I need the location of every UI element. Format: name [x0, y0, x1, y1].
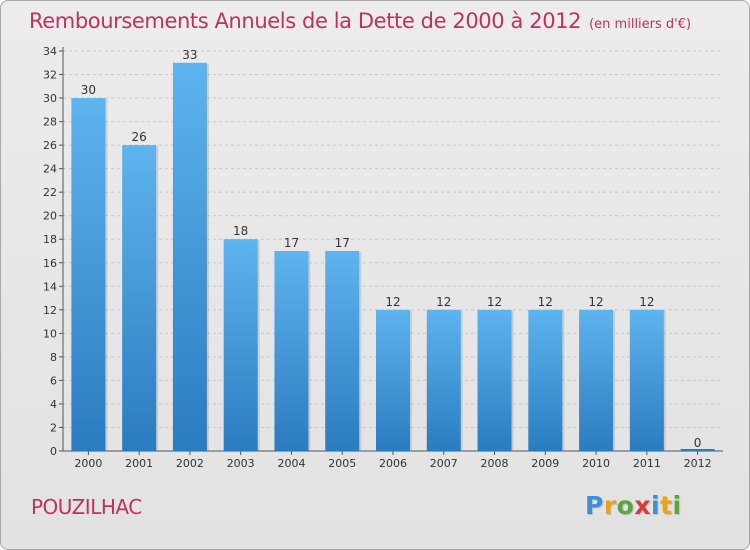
y-tick-label: 24 [43, 163, 57, 176]
x-tick-label: 2005 [328, 457, 356, 470]
y-tick-label: 16 [43, 257, 57, 270]
x-tick-label: 2003 [227, 457, 255, 470]
logo-letter: i [672, 491, 682, 520]
chart-title-text: Remboursements Annuels de la Dette de 20… [29, 9, 582, 33]
x-tick-label: 2010 [582, 457, 610, 470]
x-tick-label: 2007 [430, 457, 458, 470]
value-labels: 30 26 33 18 17 17 12 12 12 12 12 12 0 [81, 48, 702, 450]
bar [528, 309, 563, 451]
bars [71, 62, 715, 451]
logo-letter: r [603, 491, 617, 520]
y-tick-label: 26 [43, 139, 57, 152]
bar [223, 239, 258, 451]
y-tick-label: 4 [50, 398, 57, 411]
value-label: 12 [385, 295, 400, 309]
value-label: 26 [132, 130, 147, 144]
bar [325, 251, 360, 451]
logo-letter: P [585, 491, 604, 520]
logo-letter: x [634, 491, 651, 520]
value-label: 17 [284, 236, 299, 250]
bar [172, 62, 207, 451]
y-tick-label: 30 [43, 92, 57, 105]
proxiti-logo[interactable]: Proxiti [585, 491, 682, 520]
bar [579, 309, 614, 451]
x-tick-label: 2011 [633, 457, 661, 470]
y-tick-label: 2 [50, 421, 57, 434]
commune-name: POUZILHAC [31, 495, 142, 519]
y-tick-label: 12 [43, 304, 57, 317]
x-tick-label: 2001 [125, 457, 153, 470]
value-label: 12 [639, 295, 654, 309]
y-tick-label: 32 [43, 69, 57, 82]
value-label: 0 [694, 436, 702, 450]
chart-title: Remboursements Annuels de la Dette de 20… [29, 9, 691, 33]
x-tick-label: 2008 [481, 457, 509, 470]
x-tick-label: 2002 [176, 457, 204, 470]
x-tick-label: 2000 [74, 457, 102, 470]
value-label: 33 [182, 48, 197, 62]
value-label: 30 [81, 83, 96, 97]
bar [426, 309, 461, 451]
logo-letter: t [660, 491, 673, 520]
value-label: 12 [588, 295, 603, 309]
y-tick-label: 10 [43, 327, 57, 340]
logo-letter: o [616, 491, 635, 520]
bar [477, 309, 512, 451]
y-tick-label: 14 [43, 280, 57, 293]
y-tick-label: 34 [43, 45, 57, 58]
y-tick-label: 22 [43, 186, 57, 199]
y-tick-label: 20 [43, 210, 57, 223]
bar [274, 251, 309, 451]
x-tick-label: 2012 [684, 457, 712, 470]
y-tick-label: 18 [43, 233, 57, 246]
bar [71, 98, 106, 451]
value-label: 12 [538, 295, 553, 309]
x-tick-label: 2004 [277, 457, 305, 470]
y-tick-label: 0 [50, 445, 57, 458]
y-tick-label: 6 [50, 374, 57, 387]
value-label: 18 [233, 224, 248, 238]
bar [376, 309, 410, 451]
value-label: 12 [436, 295, 451, 309]
bar [122, 145, 157, 451]
value-label: 12 [487, 295, 502, 309]
x-tick-label: 2006 [379, 457, 407, 470]
y-tick-label: 28 [43, 116, 57, 129]
bar [629, 309, 664, 451]
x-tick-label: 2009 [531, 457, 559, 470]
chart-subtitle: (en milliers d'€) [589, 17, 692, 32]
logo-letter: i [651, 491, 661, 520]
y-tick-label: 8 [50, 351, 57, 364]
value-label: 17 [335, 236, 350, 250]
